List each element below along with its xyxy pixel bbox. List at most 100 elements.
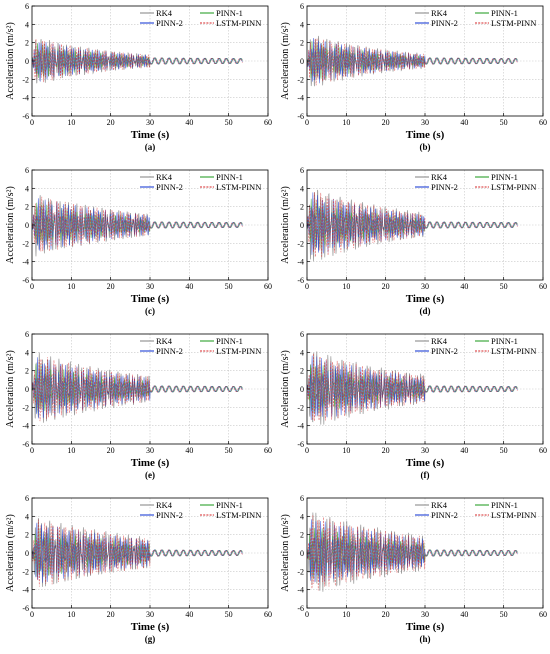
x-tick-label: 30	[146, 446, 154, 455]
legend-label-rk4: RK4	[156, 500, 173, 510]
y-axis-label: Acceleration (m/s²)	[5, 350, 16, 428]
x-axis-label: Time (s)	[406, 293, 445, 305]
y-tick-label: 0	[300, 57, 304, 66]
legend-label-rk4: RK4	[156, 8, 173, 18]
x-tick-label: 10	[67, 610, 75, 619]
legend-label-lstm-pinn: LSTM-PINN	[491, 18, 536, 28]
legend-label-pinn-1: PINN-1	[491, 336, 518, 346]
y-tick-label: 6	[300, 330, 304, 339]
y-tick-label: -6	[297, 112, 304, 121]
x-tick-label: 10	[67, 446, 75, 455]
x-tick-label: 30	[146, 282, 154, 291]
y-tick-label: -4	[297, 258, 304, 267]
legend-label-pinn-1: PINN-1	[216, 336, 243, 346]
legend-label-pinn-1: PINN-1	[491, 500, 518, 510]
series-line-lstm-pinn	[306, 514, 518, 591]
y-tick-label: 6	[25, 494, 29, 503]
y-tick-label: 0	[300, 549, 304, 558]
y-tick-label: -2	[297, 567, 304, 576]
x-tick-label: 40	[185, 610, 193, 619]
y-tick-label: 0	[25, 221, 29, 230]
x-tick-label: 60	[539, 610, 547, 619]
y-tick-label: 0	[300, 221, 304, 230]
x-axis-label: Time (s)	[131, 293, 170, 305]
panel-label: (g)	[145, 634, 156, 644]
y-tick-label: -2	[297, 239, 304, 248]
panel-label: (f)	[421, 470, 430, 480]
y-tick-label: -4	[22, 258, 29, 267]
x-tick-label: 20	[382, 118, 390, 127]
y-tick-label: 4	[300, 20, 304, 29]
x-tick-label: 30	[146, 118, 154, 127]
x-tick-label: 0	[30, 282, 34, 291]
x-tick-label: 20	[382, 446, 390, 455]
y-tick-label: 0	[25, 549, 29, 558]
y-tick-label: 6	[25, 330, 29, 339]
x-axis-label: Time (s)	[131, 129, 170, 141]
x-tick-label: 50	[225, 446, 233, 455]
x-tick-label: 50	[500, 118, 508, 127]
legend-label-lstm-pinn: LSTM-PINN	[216, 510, 261, 520]
y-tick-label: -6	[22, 604, 29, 613]
y-tick-label: 2	[300, 531, 304, 540]
y-tick-label: 2	[25, 531, 29, 540]
y-tick-label: -2	[297, 75, 304, 84]
legend-label-rk4: RK4	[431, 172, 448, 182]
y-tick-label: 0	[25, 57, 29, 66]
x-tick-label: 10	[342, 446, 350, 455]
y-tick-label: -4	[297, 422, 304, 431]
x-tick-label: 30	[421, 282, 429, 291]
y-tick-label: -2	[22, 403, 29, 412]
y-tick-label: 4	[25, 348, 29, 357]
legend-label-pinn-1: PINN-1	[216, 500, 243, 510]
y-tick-label: 4	[25, 512, 29, 521]
x-tick-label: 0	[30, 610, 34, 619]
panel-label: (a)	[145, 142, 156, 152]
x-tick-label: 40	[460, 282, 468, 291]
legend-label-rk4: RK4	[431, 336, 448, 346]
x-tick-label: 20	[107, 282, 115, 291]
x-tick-label: 20	[107, 118, 115, 127]
x-tick-label: 60	[539, 118, 547, 127]
series-line-lstm-pinn	[31, 38, 243, 83]
x-tick-label: 40	[460, 118, 468, 127]
x-tick-label: 10	[67, 118, 75, 127]
y-tick-label: 6	[300, 494, 304, 503]
series-line-pinn-2	[306, 38, 518, 84]
y-tick-label: 2	[25, 203, 29, 212]
x-tick-label: 20	[382, 610, 390, 619]
x-tick-label: 20	[382, 282, 390, 291]
x-tick-label: 40	[185, 446, 193, 455]
legend-label-lstm-pinn: LSTM-PINN	[491, 346, 536, 356]
legend-label-pinn-2: PINN-2	[431, 346, 458, 356]
y-tick-label: -4	[297, 586, 304, 595]
series-line-pinn-2	[306, 519, 518, 583]
panel-label: (d)	[420, 306, 431, 316]
y-tick-label: -6	[297, 604, 304, 613]
x-tick-label: 30	[146, 610, 154, 619]
x-tick-label: 60	[264, 282, 272, 291]
y-axis-label: Acceleration (m/s²)	[280, 186, 291, 264]
y-tick-label: 0	[25, 385, 29, 394]
y-tick-label: 4	[300, 512, 304, 521]
legend-label-pinn-1: PINN-1	[491, 172, 518, 182]
y-tick-label: -6	[22, 440, 29, 449]
x-tick-label: 10	[342, 282, 350, 291]
x-tick-label: 30	[421, 446, 429, 455]
series-line-rk4	[306, 351, 518, 425]
series-line-lstm-pinn	[306, 38, 518, 86]
y-axis-label: Acceleration (m/s²)	[5, 514, 16, 592]
series-line-lstm-pinn	[31, 357, 243, 422]
y-axis-label: Acceleration (m/s²)	[5, 186, 16, 264]
y-axis-label: Acceleration (m/s²)	[280, 22, 291, 100]
y-tick-label: -6	[297, 276, 304, 285]
legend-label-pinn-2: PINN-2	[431, 18, 458, 28]
series-line-lstm-pinn	[306, 192, 518, 258]
x-tick-label: 50	[225, 282, 233, 291]
x-tick-label: 10	[67, 282, 75, 291]
series-line-lstm-pinn	[31, 196, 243, 252]
y-tick-label: -4	[22, 94, 29, 103]
y-tick-label: -6	[22, 276, 29, 285]
